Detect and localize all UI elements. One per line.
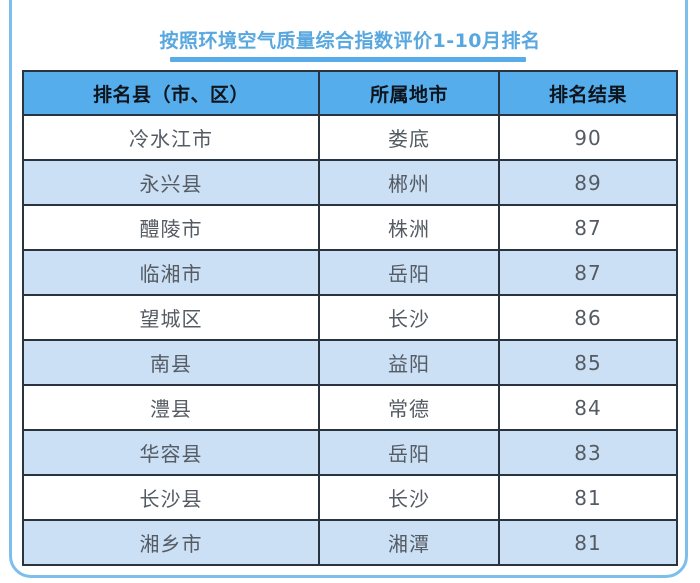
table-cell: 娄底 xyxy=(318,114,500,161)
table-row: 南县 益阳 85 xyxy=(22,339,678,386)
table-row: 冷水江市 娄底 90 xyxy=(22,114,678,161)
table-cell: 临湘市 xyxy=(22,249,320,296)
table-cell: 81 xyxy=(498,519,678,566)
table-row: 临湘市 岳阳 87 xyxy=(22,249,678,296)
table-cell: 郴州 xyxy=(318,159,500,206)
table-cell: 86 xyxy=(498,294,678,341)
table-cell: 冷水江市 xyxy=(22,114,320,161)
table-cell: 83 xyxy=(498,429,678,476)
table-row: 澧县 常德 84 xyxy=(22,384,678,431)
column-header-result: 排名结果 xyxy=(498,70,678,116)
table-cell: 岳阳 xyxy=(318,249,500,296)
table-row: 长沙县 长沙 81 xyxy=(22,474,678,521)
table-cell: 84 xyxy=(498,384,678,431)
title-underline-bar xyxy=(170,57,526,62)
table-cell: 89 xyxy=(498,159,678,206)
table-body: 冷水江市 娄底 90 永兴县 郴州 89 醴陵市 株洲 87 临湘市 岳阳 87 望城区 长沙 86 南县 益阳… xyxy=(22,114,678,566)
table-row: 醴陵市 株洲 87 xyxy=(22,204,678,251)
table-cell: 81 xyxy=(498,474,678,521)
card-border xyxy=(9,0,688,578)
table-cell: 87 xyxy=(498,249,678,296)
table-row: 永兴县 郴州 89 xyxy=(22,159,678,206)
table-row: 华容县 岳阳 83 xyxy=(22,429,678,476)
table-cell: 醴陵市 xyxy=(22,204,320,251)
table-cell: 华容县 xyxy=(22,429,320,476)
table-cell: 长沙 xyxy=(318,474,500,521)
header-row: 排名县（市、区） 所属地市 排名结果 xyxy=(22,70,678,116)
table-cell: 株洲 xyxy=(318,204,500,251)
column-header-county: 排名县（市、区） xyxy=(22,70,320,116)
table-cell: 湘乡市 xyxy=(22,519,320,566)
table-cell: 澧县 xyxy=(22,384,320,431)
air-quality-ranking-table: 排名县（市、区） 所属地市 排名结果 冷水江市 娄底 90 永兴县 郴州 89 醴陵市 株洲 8… xyxy=(22,70,678,566)
table-cell: 87 xyxy=(498,204,678,251)
table-cell: 岳阳 xyxy=(318,429,500,476)
table-cell: 长沙 xyxy=(318,294,500,341)
table-cell: 85 xyxy=(498,339,678,386)
table-row: 望城区 长沙 86 xyxy=(22,294,678,341)
table-cell: 益阳 xyxy=(318,339,500,386)
table-cell: 望城区 xyxy=(22,294,320,341)
page-title: 按照环境空气质量综合指数评价1-10月排名 xyxy=(159,30,541,52)
table-row: 湘乡市 湘潭 81 xyxy=(22,519,678,566)
table-cell: 90 xyxy=(498,114,678,161)
table-cell: 长沙县 xyxy=(22,474,320,521)
table-cell: 常德 xyxy=(318,384,500,431)
table-cell: 南县 xyxy=(22,339,320,386)
table-cell: 湘潭 xyxy=(318,519,500,566)
column-header-city: 所属地市 xyxy=(318,70,500,116)
table-cell: 永兴县 xyxy=(22,159,320,206)
